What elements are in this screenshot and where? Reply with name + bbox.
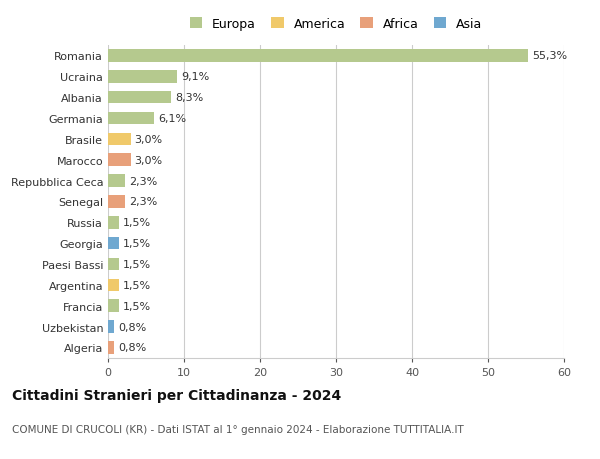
Text: 0,8%: 0,8%	[118, 322, 146, 332]
Bar	[108, 300, 119, 312]
Text: 2,3%: 2,3%	[129, 176, 158, 186]
Bar	[108, 279, 119, 291]
Bar	[108, 320, 114, 333]
Bar	[108, 154, 131, 167]
Text: 0,8%: 0,8%	[118, 342, 146, 353]
Text: 1,5%: 1,5%	[123, 301, 151, 311]
Text: 3,0%: 3,0%	[134, 155, 163, 165]
Text: COMUNE DI CRUCOLI (KR) - Dati ISTAT al 1° gennaio 2024 - Elaborazione TUTTITALIA: COMUNE DI CRUCOLI (KR) - Dati ISTAT al 1…	[12, 425, 464, 435]
Text: Cittadini Stranieri per Cittadinanza - 2024: Cittadini Stranieri per Cittadinanza - 2…	[12, 388, 341, 402]
Text: 1,5%: 1,5%	[123, 218, 151, 228]
Text: 1,5%: 1,5%	[123, 259, 151, 269]
Bar	[108, 50, 528, 62]
Bar	[108, 92, 171, 104]
Bar	[108, 71, 177, 84]
Bar	[108, 175, 125, 187]
Text: 55,3%: 55,3%	[532, 51, 567, 62]
Text: 9,1%: 9,1%	[181, 72, 209, 82]
Text: 8,3%: 8,3%	[175, 93, 203, 103]
Bar	[108, 258, 119, 271]
Legend: Europa, America, Africa, Asia: Europa, America, Africa, Asia	[187, 16, 485, 34]
Bar	[108, 112, 154, 125]
Bar	[108, 133, 131, 146]
Text: 3,0%: 3,0%	[134, 134, 163, 145]
Text: 6,1%: 6,1%	[158, 114, 186, 124]
Text: 2,3%: 2,3%	[129, 197, 158, 207]
Text: 1,5%: 1,5%	[123, 280, 151, 290]
Bar	[108, 237, 119, 250]
Bar	[108, 341, 114, 354]
Bar	[108, 196, 125, 208]
Bar	[108, 217, 119, 229]
Text: 1,5%: 1,5%	[123, 239, 151, 249]
